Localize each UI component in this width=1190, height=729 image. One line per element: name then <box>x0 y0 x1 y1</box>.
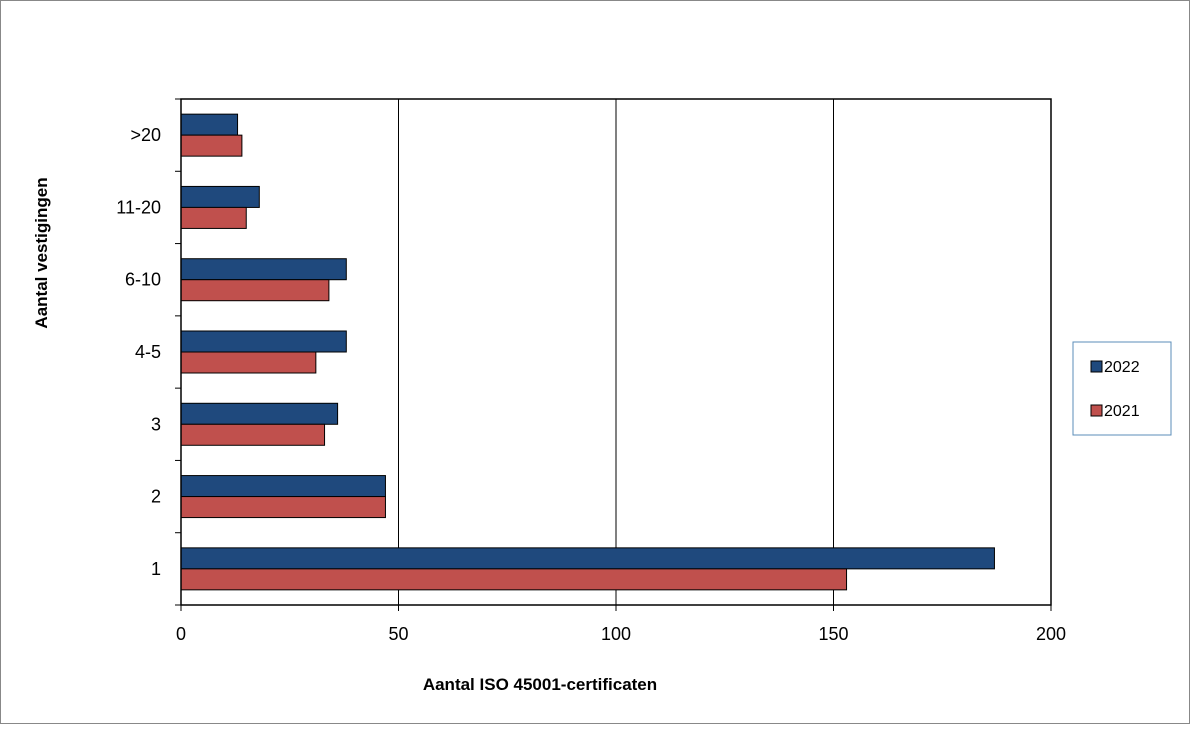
bar-2022-3 <box>180 402 339 425</box>
legend-swatch-2022 <box>1090 360 1103 373</box>
legend-swatch-2021 <box>1090 404 1103 417</box>
y-tick-label-2: 2 <box>151 487 161 507</box>
y-axis-title: Aantal vestigingen <box>32 177 51 328</box>
gridlines <box>398 99 834 605</box>
bar-2021-4-5 <box>180 351 317 374</box>
legend: 2022 2021 <box>1072 341 1172 436</box>
bar-2022-4-5 <box>180 330 347 353</box>
bar-2022-11-20 <box>180 185 260 208</box>
y-tick-label-1: 1 <box>151 559 161 579</box>
bar-2021-6-10 <box>180 279 330 302</box>
x-axis-title: Aantal ISO 45001-certificaten <box>423 675 657 694</box>
axes: 0 50 100 150 200 1 2 3 4-5 6-10 11-20 >20 <box>116 98 1066 644</box>
bar-2022-6-10 <box>180 258 347 281</box>
y-tick-label-11-20: 11-20 <box>116 197 161 217</box>
legend-box <box>1072 341 1172 436</box>
legend-label-2021: 2021 <box>1104 403 1140 420</box>
x-tick-label-0: 0 <box>176 624 186 644</box>
y-tick-label->20: >20 <box>130 125 161 145</box>
bar-2021-3 <box>180 423 326 446</box>
y-tick-label-4-5: 4-5 <box>135 342 161 362</box>
bar-2021-1 <box>180 568 848 591</box>
x-tick-label-50: 50 <box>388 624 408 644</box>
x-tick-label-150: 150 <box>818 624 848 644</box>
x-tick-label-100: 100 <box>601 624 631 644</box>
bar-2022-1 <box>180 547 995 570</box>
bar-2021-2 <box>180 496 386 519</box>
bar-2021-11-20 <box>180 206 247 229</box>
x-tick-label-200: 200 <box>1036 624 1066 644</box>
bar-2021->20 <box>180 134 243 157</box>
bar-2022-2 <box>180 475 386 498</box>
y-tick-label-6-10: 6-10 <box>125 270 161 290</box>
bar-2022->20 <box>180 113 239 136</box>
legend-label-2022: 2022 <box>1104 359 1140 376</box>
y-tick-label-3: 3 <box>151 414 161 434</box>
